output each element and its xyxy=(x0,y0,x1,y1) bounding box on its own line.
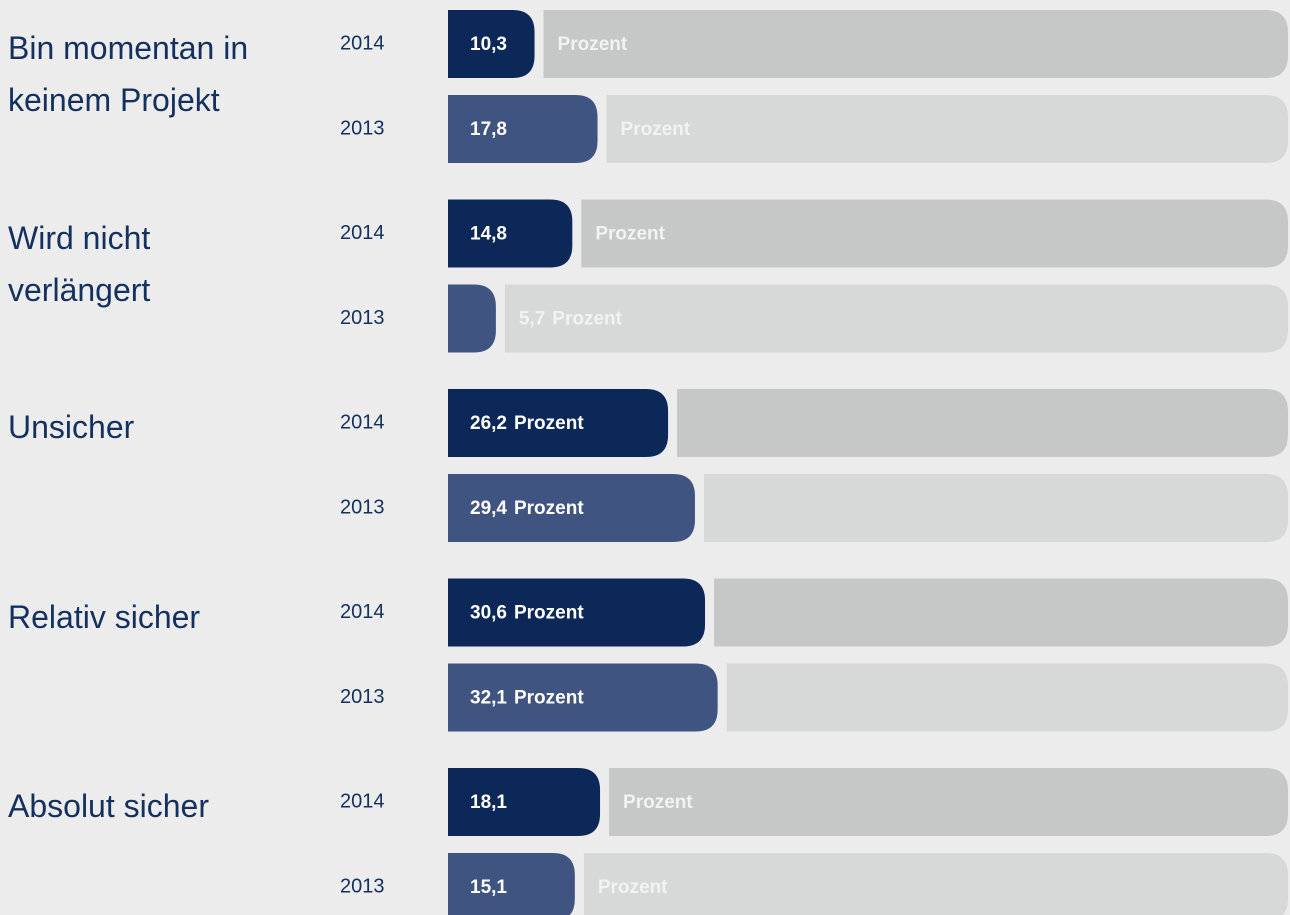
year-label: 2013 xyxy=(340,117,385,139)
year-label: 2014 xyxy=(340,601,385,623)
unit-label: Prozent xyxy=(558,34,628,55)
bar xyxy=(448,853,575,915)
bar xyxy=(448,663,718,732)
unit-label: Prozent xyxy=(514,688,584,709)
unit-label: Prozent xyxy=(621,119,691,140)
bar xyxy=(448,768,601,836)
bar xyxy=(448,474,695,542)
value-label: 18,1 xyxy=(470,792,507,813)
bar-track xyxy=(714,578,1288,647)
unit-label: Prozent xyxy=(514,413,584,434)
year-label: 2014 xyxy=(340,32,385,54)
value-label: 29,4 xyxy=(470,498,507,519)
bar-track xyxy=(726,663,1288,732)
value-label: 15,1 xyxy=(470,877,507,898)
unit-label: Prozent xyxy=(598,877,668,898)
bar xyxy=(448,389,669,457)
value-label: 17,8 xyxy=(470,119,507,140)
value-label: 10,3 xyxy=(470,34,507,55)
unit-label: Prozent xyxy=(552,309,622,330)
year-label: 2013 xyxy=(340,496,385,518)
bar-track xyxy=(581,199,1288,268)
bar xyxy=(448,578,706,647)
year-label: 2014 xyxy=(340,222,385,244)
bar xyxy=(448,199,573,268)
value-label: 30,6 xyxy=(470,603,507,624)
unit-label: Prozent xyxy=(514,603,584,624)
bar-track xyxy=(504,284,1288,353)
unit-label: Prozent xyxy=(595,224,665,245)
value-label: 14,8 xyxy=(470,224,507,245)
year-label: 2014 xyxy=(340,411,385,433)
bar xyxy=(448,95,598,163)
year-label: 2014 xyxy=(340,790,385,812)
category-label: Wird nicht verlängert xyxy=(8,219,151,308)
bar-track xyxy=(609,768,1288,836)
category-label: Relativ sicher xyxy=(8,598,201,635)
bar-track xyxy=(606,95,1288,163)
unit-label: Prozent xyxy=(514,498,584,519)
year-label: 2013 xyxy=(340,686,385,708)
bar-track xyxy=(583,853,1288,915)
bar-track xyxy=(543,10,1288,78)
unit-label: Prozent xyxy=(623,792,693,813)
bar xyxy=(448,284,496,353)
year-label: 2013 xyxy=(340,875,385,897)
bar-track xyxy=(703,474,1288,542)
value-label: 32,1 xyxy=(470,688,507,709)
value-label: 26,2 xyxy=(470,413,507,434)
year-label: 2013 xyxy=(340,307,385,329)
category-label: Bin momentan in keinem Projekt xyxy=(8,30,249,118)
category-label: Absolut sicher xyxy=(8,788,209,824)
bar xyxy=(448,10,535,78)
bar-track xyxy=(677,389,1288,457)
category-label: Unsicher xyxy=(8,409,135,445)
value-label: 5,7 xyxy=(519,309,545,330)
